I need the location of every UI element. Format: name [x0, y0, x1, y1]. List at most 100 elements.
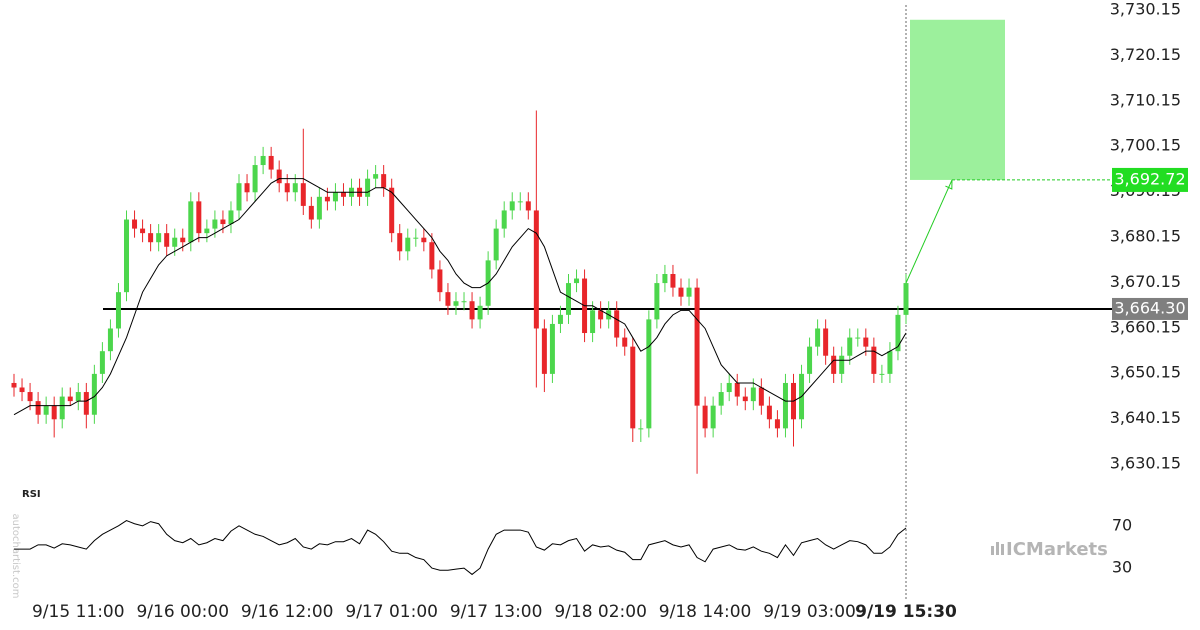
candle-body	[823, 328, 829, 356]
y-tick-label: 3,700.15	[1110, 136, 1181, 155]
candle-body	[501, 210, 507, 229]
candle-body	[107, 328, 113, 352]
candle-body	[204, 228, 210, 234]
candle-body	[397, 233, 403, 252]
candle-body	[879, 373, 885, 375]
candle-body	[782, 382, 788, 429]
watermark: autochartist.com	[10, 514, 21, 599]
candle-body	[678, 287, 684, 297]
candle-body	[533, 210, 539, 329]
candle-body	[27, 392, 33, 402]
y-tick-label: 3,720.15	[1110, 45, 1181, 64]
candle-body	[51, 405, 57, 420]
candle-body	[268, 155, 274, 170]
forecast-price-box	[1112, 167, 1188, 192]
candle-body	[373, 174, 379, 179]
candle-body	[124, 219, 130, 293]
logo: ICMarkets	[991, 539, 1108, 560]
candle-body	[188, 201, 194, 243]
candle-body	[574, 278, 580, 284]
forecast-zone	[910, 19, 1005, 180]
rsi-tick-label: 30	[1112, 558, 1132, 577]
candle-body	[276, 169, 282, 184]
candle-body	[332, 192, 338, 202]
candle-body	[863, 337, 869, 347]
logo-bar	[991, 546, 994, 555]
forecast-price-label: 3,692.72	[1114, 169, 1185, 188]
rsi-tick-label: 70	[1112, 515, 1132, 534]
candle-body	[598, 310, 604, 320]
candle-body	[630, 346, 636, 429]
candle-body	[646, 319, 652, 429]
candle-body	[389, 187, 395, 234]
candle-body	[421, 237, 427, 243]
candle-body	[365, 178, 371, 197]
candle-body	[91, 373, 97, 415]
moving-average	[13, 178, 907, 416]
candle-body	[156, 233, 162, 243]
candle-body	[622, 337, 628, 347]
candle-body	[316, 196, 322, 220]
candle-body	[453, 301, 459, 306]
y-tick-label: 3,680.15	[1110, 227, 1181, 246]
candle-body	[381, 174, 387, 188]
y-tick-label: 3,710.15	[1110, 90, 1181, 109]
support-price-box	[1112, 297, 1188, 320]
candle-body	[871, 346, 877, 374]
candle-body	[11, 382, 17, 388]
y-tick-label: 3,670.15	[1110, 272, 1181, 291]
rsi-label: RSI	[22, 489, 41, 500]
candle-body	[525, 201, 531, 211]
candle-body	[590, 310, 596, 334]
candle-body	[614, 310, 620, 338]
candle-body	[903, 283, 909, 315]
candle-body	[67, 396, 73, 402]
candle-body	[437, 269, 443, 293]
candle-body	[300, 183, 306, 206]
candle-body	[196, 201, 202, 234]
candle-body	[662, 274, 668, 284]
candle-body	[284, 183, 290, 193]
x-tick-label: 9/19 15:30	[855, 602, 957, 622]
y-tick-label: 3,730.15	[1110, 0, 1181, 19]
candle-body	[710, 405, 716, 429]
candle-body	[517, 201, 523, 203]
candle-body	[148, 233, 154, 243]
support-price-label: 3,664.30	[1114, 298, 1185, 317]
candle-body	[244, 183, 250, 193]
candle-body	[694, 287, 700, 406]
candle-body	[831, 355, 837, 374]
candle-body	[461, 301, 467, 303]
candle-body	[236, 183, 242, 211]
x-tick-label: 9/16 12:00	[241, 602, 334, 622]
y-tick-label: 3,650.15	[1110, 363, 1181, 382]
candle-body	[638, 428, 644, 430]
candle-body	[140, 228, 146, 234]
candle-body	[477, 305, 483, 320]
candle-body	[855, 337, 861, 339]
candle-body	[654, 283, 660, 320]
candle-body	[340, 192, 346, 197]
candle-body	[847, 337, 853, 356]
candle-body	[565, 283, 571, 315]
candle-body	[59, 396, 65, 420]
candle-body	[260, 155, 266, 166]
candle-body	[742, 396, 748, 402]
candle-body	[172, 237, 178, 247]
candle-body	[164, 233, 170, 247]
candle-body	[405, 237, 411, 252]
candle-body	[292, 183, 298, 193]
candle-body	[557, 314, 563, 324]
candle-body	[413, 237, 419, 239]
candle-body	[726, 382, 732, 393]
candle-body	[308, 205, 314, 220]
candle-body	[670, 274, 676, 288]
x-tick-label: 9/18 02:00	[554, 602, 647, 622]
candle-body	[75, 392, 81, 402]
candle-body	[686, 287, 692, 297]
x-tick-label: 9/17 01:00	[345, 602, 438, 622]
logo-bar	[1001, 544, 1004, 555]
candle-body	[774, 419, 780, 429]
x-tick-label: 9/16 00:00	[136, 602, 229, 622]
